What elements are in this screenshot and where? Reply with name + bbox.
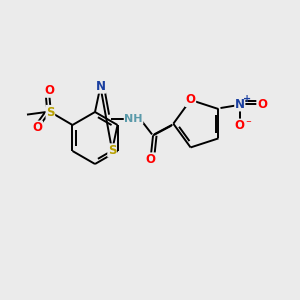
Text: N: N (235, 98, 245, 111)
Text: ⁻: ⁻ (245, 119, 251, 129)
Text: O: O (146, 153, 155, 166)
Text: S: S (108, 144, 116, 157)
Text: O: O (186, 94, 196, 106)
Text: NH: NH (124, 113, 143, 124)
Text: S: S (46, 106, 55, 118)
Text: O: O (32, 121, 42, 134)
Text: O: O (44, 84, 54, 97)
Text: O: O (235, 119, 245, 132)
Text: O: O (257, 98, 267, 111)
Text: +: + (243, 94, 251, 104)
Text: N: N (95, 80, 105, 93)
